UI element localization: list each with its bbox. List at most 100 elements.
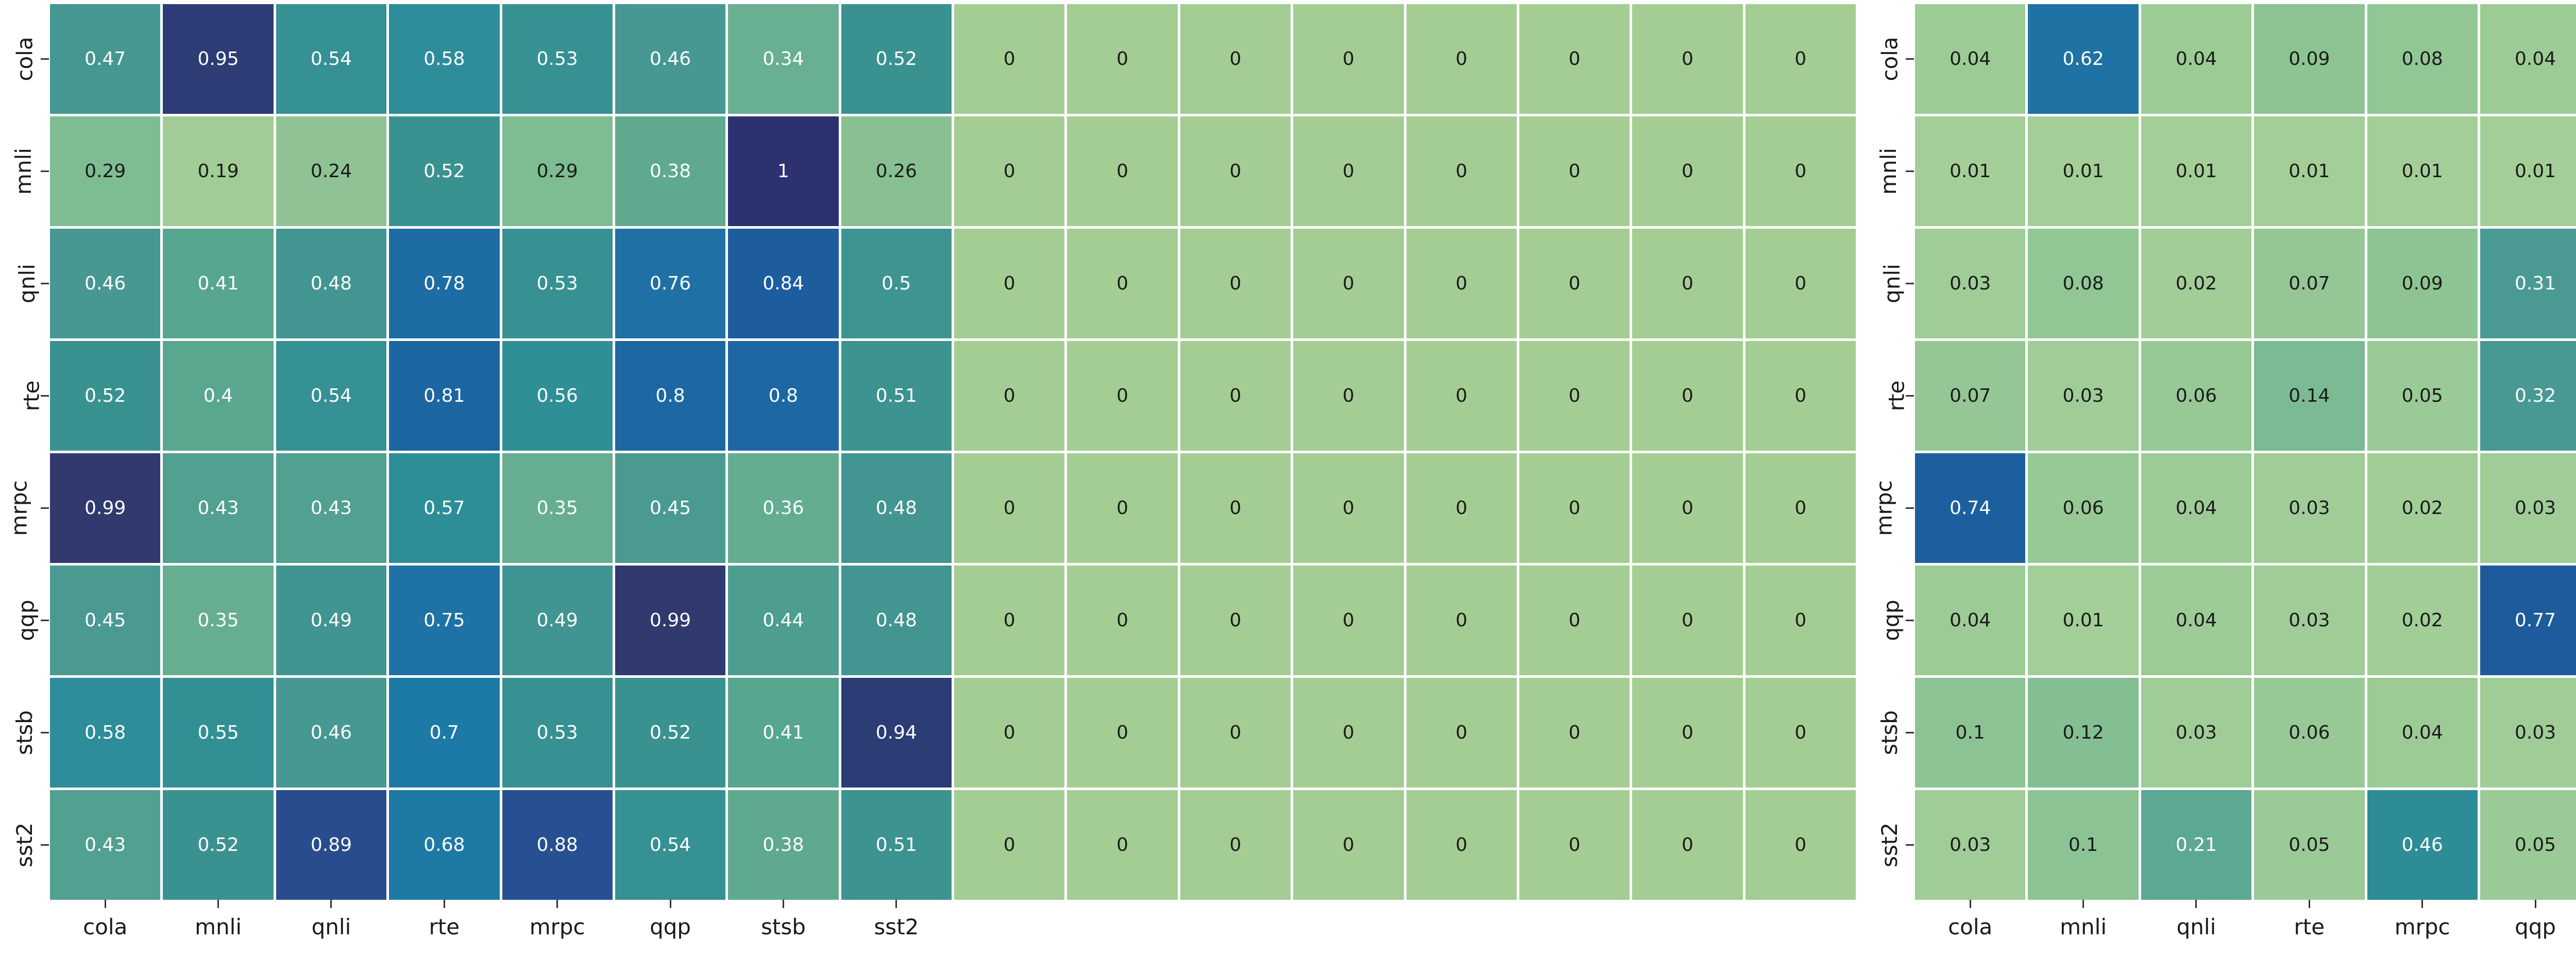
heatmap-cell: 0.55 (163, 678, 274, 788)
y-tick-mark (41, 507, 49, 509)
heatmap-cell: 0.75 (389, 566, 500, 675)
heatmap-cell: 0.01 (2028, 116, 2139, 226)
heatmap-cell: 0 (954, 229, 1065, 338)
y-tick-mark (41, 170, 49, 172)
y-tick-label-text: stsb (1877, 710, 1903, 755)
heatmap-cell: 0.43 (276, 453, 387, 563)
x-tick-label: sst2 (874, 914, 919, 939)
x-tick-label: rte (429, 914, 460, 939)
heatmap-cell: 0.8 (728, 341, 839, 451)
y-tick-label-text: sst2 (12, 823, 38, 867)
heatmap-cell: 0.05 (2480, 790, 2576, 900)
heatmap-cell: 0.31 (2480, 229, 2576, 338)
heatmap-cell: 0 (1519, 566, 1630, 675)
heatmap-cell: 0.47 (50, 4, 161, 114)
x-tick-label: qnli (311, 914, 351, 939)
x-tick-label: stsb (760, 914, 806, 939)
y-tick-mark (41, 283, 49, 284)
y-tick-mark (41, 395, 49, 397)
heatmap-cell: 0 (1180, 4, 1291, 114)
heatmap-cell: 0.95 (163, 4, 274, 114)
heatmap-cell: 0 (1745, 678, 1856, 788)
heatmap-cell: 0.41 (163, 229, 274, 338)
heatmap-cell: 0 (1406, 678, 1517, 788)
heatmap-cell: 0.44 (728, 566, 839, 675)
heatmap-cell: 0.53 (502, 678, 613, 788)
heatmap-cell: 0.1 (2028, 790, 2139, 900)
left-heatmap-grid: 0.47 0.95 0.54 0.58 0.53 0.46 0.34 0.52 0 0 0 0 0 0 0 0… (50, 4, 1856, 900)
heatmap-cell: 0.19 (163, 116, 274, 226)
heatmap-cell: 0.41 (728, 678, 839, 788)
heatmap-cell: 0 (1745, 566, 1856, 675)
heatmap-cell: 0 (954, 790, 1065, 900)
y-tick-label-text: qqp (13, 600, 39, 641)
heatmap-cell: 0.01 (2028, 566, 2139, 675)
heatmap-cell: 0.21 (2141, 790, 2252, 900)
heatmap-cell: 0.02 (2367, 566, 2478, 675)
y-tick-mark (1906, 58, 1914, 60)
heatmap-cell: 0.02 (2141, 229, 2252, 338)
y-tick-mark (1906, 620, 1914, 621)
heatmap-cell: 0 (954, 453, 1065, 563)
y-tick-label-text: mrpc (6, 480, 32, 536)
y-tick-label-text: qnli (14, 264, 40, 303)
heatmap-cell: 0.06 (2141, 341, 2252, 451)
x-tick-label: qnli (2176, 914, 2216, 939)
heatmap-cell: 0.01 (2141, 116, 2252, 226)
heatmap-cell: 0 (1406, 341, 1517, 451)
heatmap-cell: 0.53 (502, 229, 613, 338)
x-tick-mark (330, 900, 332, 908)
heatmap-cell: 0.02 (2367, 453, 2478, 563)
heatmap-cell: 0.99 (615, 566, 726, 675)
heatmap-cell: 0.4 (163, 341, 274, 451)
heatmap-cell: 0.58 (50, 678, 161, 788)
heatmap-cell: 0.08 (2028, 229, 2139, 338)
heatmap-cell: 0.68 (389, 790, 500, 900)
y-tick-mark (1906, 395, 1914, 397)
y-tick-label-text: cola (1877, 37, 1903, 81)
heatmap-cell: 0 (1293, 4, 1404, 114)
heatmap-cell: 0.14 (2254, 341, 2365, 451)
y-tick-label-text: sst2 (1877, 823, 1903, 867)
heatmap-cell: 0 (1406, 453, 1517, 563)
heatmap-cell: 0 (1067, 4, 1178, 114)
heatmap-cell: 0.46 (2367, 790, 2478, 900)
heatmap-cell: 0.03 (1915, 790, 2026, 900)
heatmap-cell: 0.52 (389, 116, 500, 226)
y-tick-label-text: mrpc (1871, 480, 1897, 536)
heatmap-cell: 0 (1180, 790, 1291, 900)
y-tick-mark (1906, 283, 1914, 284)
heatmap-cell: 0.32 (2480, 341, 2576, 451)
heatmap-cell: 0.35 (163, 566, 274, 675)
x-tick-mark (895, 900, 897, 908)
heatmap-cell: 0.52 (163, 790, 274, 900)
heatmap-cell: 0.03 (2141, 678, 2252, 788)
heatmap-cell: 0.8 (615, 341, 726, 451)
heatmap-cell: 0.36 (728, 453, 839, 563)
heatmap-cell: 0.04 (2141, 453, 2252, 563)
y-tick-mark (1906, 507, 1914, 509)
heatmap-cell: 0 (1067, 790, 1178, 900)
heatmap-cell: 0.57 (389, 453, 500, 563)
x-tick-label: mrpc (2394, 914, 2450, 939)
x-tick-mark (2534, 900, 2536, 908)
heatmap-cell: 0 (954, 116, 1065, 226)
heatmap-cell: 0.46 (276, 678, 387, 788)
heatmap-cell: 0.46 (615, 4, 726, 114)
heatmap-cell: 0 (1632, 229, 1743, 338)
y-tick-label-text: mnli (1876, 148, 1902, 195)
y-tick-label-text: cola (12, 37, 38, 81)
x-tick-mark (443, 900, 445, 908)
heatmap-cell: 0 (1067, 566, 1178, 675)
heatmap-cell: 0 (1406, 566, 1517, 675)
heatmap-cell: 0.38 (728, 790, 839, 900)
heatmap-cell: 0.81 (389, 341, 500, 451)
heatmap-cell: 0.49 (276, 566, 387, 675)
x-tick-mark (556, 900, 558, 908)
heatmap-cell: 0 (954, 341, 1065, 451)
x-tick-mark (1969, 900, 1971, 908)
heatmap-cell: 0.89 (276, 790, 387, 900)
heatmap-cell: 0.04 (1915, 566, 2026, 675)
heatmap-cell: 0.01 (2480, 116, 2576, 226)
heatmap-cell: 0.01 (1915, 116, 2026, 226)
